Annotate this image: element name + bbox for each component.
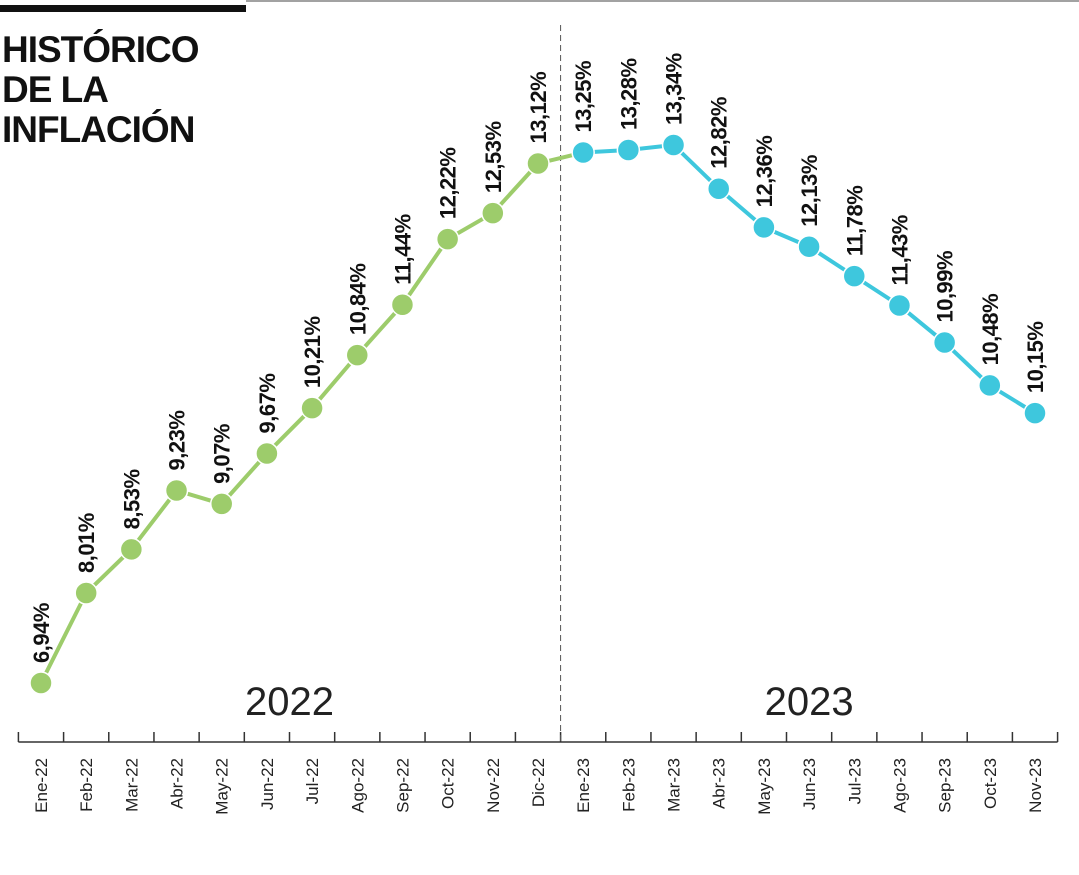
value-label: 13,34% bbox=[662, 53, 687, 125]
x-tick-label: Jul-22 bbox=[303, 758, 322, 804]
x-tick-label: Oct-23 bbox=[981, 758, 1000, 809]
value-label: 6,94% bbox=[29, 603, 54, 663]
x-tick-label: Dic-22 bbox=[529, 758, 548, 807]
line bbox=[39, 162, 540, 684]
x-tick-label: Ene-22 bbox=[32, 758, 51, 813]
series-label: 2022 bbox=[245, 680, 334, 724]
value-label: 8,53% bbox=[119, 469, 144, 529]
x-tick-label: May-23 bbox=[755, 758, 774, 815]
value-label: 11,78% bbox=[842, 186, 867, 256]
point bbox=[706, 176, 731, 201]
x-tick-label: Ago-23 bbox=[890, 758, 909, 813]
value-label: 13,25% bbox=[571, 61, 596, 133]
x-tick-label: Nov-23 bbox=[1026, 758, 1045, 813]
point bbox=[526, 151, 550, 176]
value-label: 13,28% bbox=[616, 58, 641, 130]
value-label: 12,36% bbox=[752, 136, 777, 208]
point bbox=[74, 581, 98, 605]
value-label: 9,67% bbox=[255, 374, 280, 434]
point bbox=[1023, 401, 1047, 425]
point bbox=[209, 492, 234, 516]
point bbox=[29, 671, 53, 695]
title-bar bbox=[0, 5, 246, 12]
value-label: 10,21% bbox=[300, 316, 325, 388]
value-label: 9,07% bbox=[210, 424, 235, 484]
x-tick-label: Mar-23 bbox=[665, 758, 684, 812]
point bbox=[661, 133, 686, 157]
value-label: 12,13% bbox=[797, 155, 822, 227]
x-tick-label: Mar-22 bbox=[122, 758, 141, 812]
point bbox=[932, 330, 957, 355]
value-label: 8,01% bbox=[74, 513, 99, 573]
x-tick-label: Oct-22 bbox=[439, 758, 458, 809]
value-label: 9,23% bbox=[165, 411, 190, 471]
value-label: 10,84% bbox=[345, 264, 370, 336]
point bbox=[752, 215, 776, 240]
value-label: 10,48% bbox=[978, 294, 1003, 366]
point bbox=[345, 343, 370, 367]
point bbox=[842, 264, 867, 288]
point bbox=[616, 138, 641, 162]
x-tick-label: Sep-23 bbox=[936, 758, 955, 813]
x-tick-label: Nov-22 bbox=[484, 758, 503, 813]
value-label: 10,15% bbox=[1023, 322, 1048, 394]
value-label: 12,53% bbox=[481, 121, 506, 193]
x-tick-label: Feb-22 bbox=[77, 758, 96, 812]
point bbox=[797, 234, 821, 259]
point bbox=[887, 293, 912, 318]
x-tick-label: Abr-22 bbox=[168, 758, 187, 809]
value-label: 13,12% bbox=[526, 72, 551, 144]
x-tick-label: Ene-23 bbox=[574, 758, 593, 813]
x-tick-label: Jun-23 bbox=[800, 758, 819, 810]
point bbox=[481, 201, 505, 225]
value-label: 10,99% bbox=[933, 251, 958, 323]
value-label: 12,82% bbox=[707, 97, 732, 169]
point bbox=[978, 373, 1002, 398]
x-tick-label: Jul-23 bbox=[845, 758, 864, 804]
point bbox=[164, 478, 189, 503]
point bbox=[300, 396, 324, 420]
point bbox=[571, 140, 595, 165]
value-label: 11,43% bbox=[887, 215, 912, 285]
point bbox=[390, 292, 415, 317]
x-tick-label: May-22 bbox=[213, 758, 232, 815]
point bbox=[119, 537, 144, 562]
x-tick-label: Jun-22 bbox=[258, 758, 277, 810]
point bbox=[435, 227, 460, 251]
point bbox=[255, 441, 279, 466]
x-tick-label: Feb-23 bbox=[619, 758, 638, 812]
value-label: 12,22% bbox=[436, 148, 461, 220]
x-tick-label: Abr-23 bbox=[710, 758, 729, 809]
x-tick-label: Sep-22 bbox=[393, 758, 412, 813]
series-label: 2023 bbox=[765, 680, 854, 724]
value-label: 11,44% bbox=[390, 214, 415, 284]
x-tick-label: Ago-22 bbox=[348, 758, 367, 813]
chart-title: HISTÓRICO DE LA INFLACIÓN bbox=[2, 29, 200, 150]
